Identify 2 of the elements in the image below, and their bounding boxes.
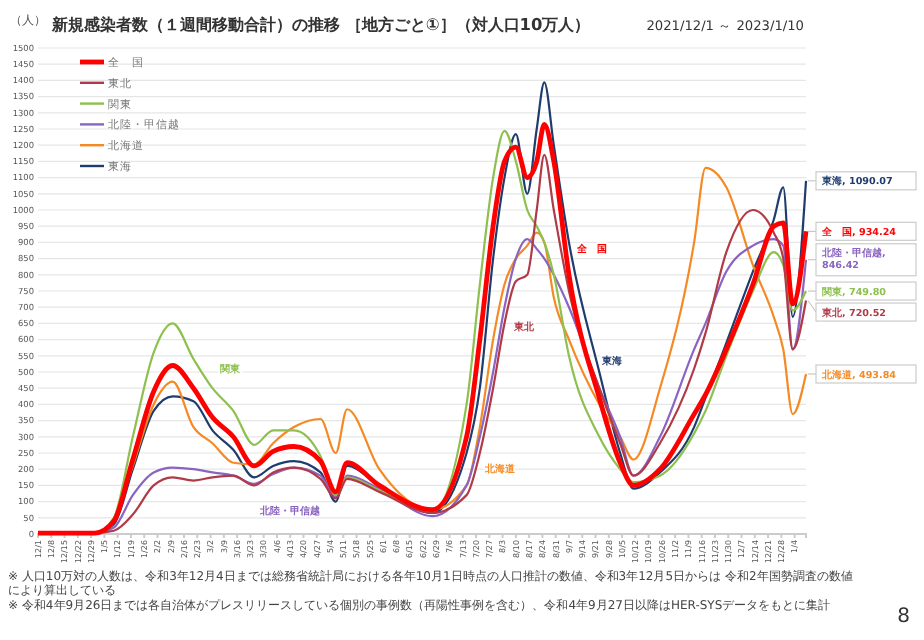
- text: 8: [897, 606, 910, 628]
- chart-title: 新規感染者数（１週間移動合計）の推移 ［地方ごと①］（対人口10万人）: [50, 14, 591, 34]
